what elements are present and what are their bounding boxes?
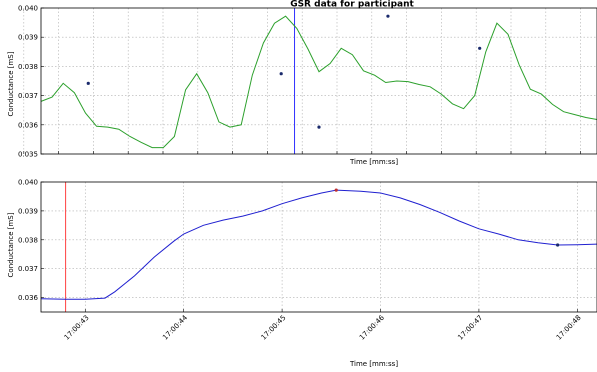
top-y-tick-label: 0.038 [18, 63, 38, 71]
bottom-plot-frame [40, 181, 597, 313]
top-gsr-line [40, 15, 597, 149]
top-y-ticks: 0.035 0.036 0.037 0.038 0.039 0.040 [18, 5, 44, 159]
bottom-x-tick-label: 17:00:48 [555, 314, 583, 342]
bottom-marker [556, 243, 560, 247]
top-peak-marker [86, 81, 90, 85]
top-x-axis-label: Time [mm:ss] [349, 158, 398, 166]
top-y-tick-label: 0.039 [18, 34, 38, 42]
bottom-x-tick-label: 17:00:47 [456, 314, 484, 342]
top-peak-marker [317, 125, 321, 129]
bottom-y-tick-label: 0.040 [18, 179, 38, 187]
bottom-markers [334, 188, 560, 247]
top-y-tick-label: 0.037 [18, 92, 38, 100]
top-y-tick-label: 0.035 [18, 151, 38, 159]
bottom-grid [41, 182, 597, 312]
top-peak-marker [386, 14, 390, 18]
top-series [40, 15, 597, 149]
top-y-tick-label: 0.040 [18, 5, 38, 13]
bottom-y-tick-label: 0.038 [18, 236, 38, 244]
top-peak-marker [478, 46, 482, 50]
top-grid [23, 8, 597, 154]
bottom-x-axis-label: Time [mm:ss] [349, 360, 398, 368]
top-peak-marker [279, 72, 283, 76]
bottom-y-tick-label: 0.036 [18, 294, 39, 302]
bottom-x-tick-label: 17:00:43 [63, 314, 91, 342]
bottom-y-tick-label: 0.039 [18, 207, 38, 215]
bottom-series [40, 189, 597, 300]
bottom-x-tick-label: 17:00:44 [161, 313, 189, 341]
bottom-y-ticks: 0.036 0.037 0.038 0.039 0.040 [18, 179, 44, 302]
bottom-x-tick-label: 17:00:46 [358, 313, 386, 341]
chart-title: GSR data for participant [290, 0, 414, 10]
bottom-marker [334, 188, 338, 192]
bottom-x-tick-label: 17:00:45 [260, 314, 288, 342]
top-plot-frame [40, 7, 597, 155]
top-subplot: GSR data for participant 0.035 0.036 0.037… [7, 0, 597, 166]
top-peak-markers [86, 14, 482, 129]
bottom-x-ticks: 17:00:43 17:00:44 17:00:45 17:00:46 17:00:47… [63, 309, 583, 342]
top-y-axis-label: Conductance [mS] [7, 51, 15, 116]
bottom-gsr-line [40, 189, 597, 300]
bottom-y-axis-label: Conductance [mS] [7, 212, 15, 277]
top-y-tick-label: 0.036 [18, 121, 39, 129]
bottom-y-tick-label: 0.037 [18, 265, 38, 273]
